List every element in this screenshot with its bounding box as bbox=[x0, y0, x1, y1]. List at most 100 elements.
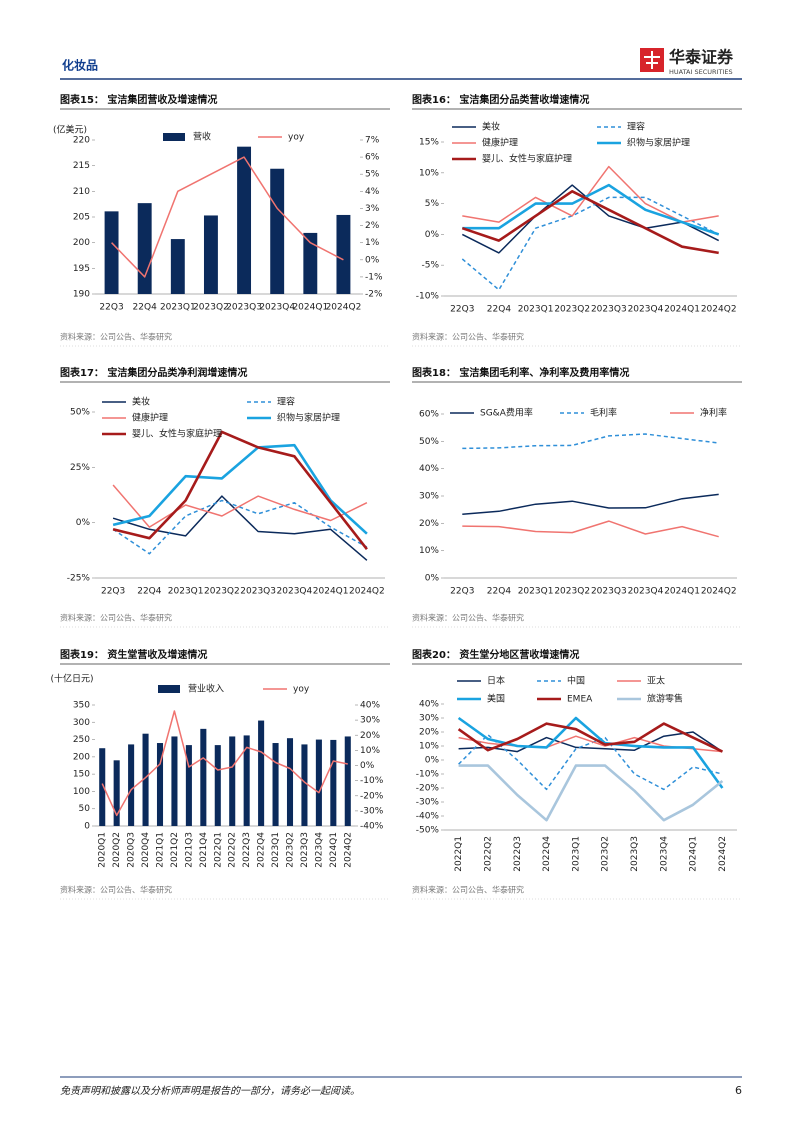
x-tick-label: 2020Q2 bbox=[112, 832, 122, 868]
x-tick-label: 2022Q4 bbox=[257, 832, 267, 868]
section-name: 化妆品 bbox=[62, 58, 98, 73]
x-tick-label: 2024Q1 bbox=[664, 305, 700, 315]
series-line bbox=[458, 764, 724, 822]
x-tick-label: 22Q3 bbox=[99, 303, 123, 313]
x-tick-label: 22Q3 bbox=[450, 587, 474, 597]
y-tick-label: 1% bbox=[365, 238, 380, 248]
legend-label: 健康护理 bbox=[132, 412, 168, 424]
x-tick-label: 22Q4 bbox=[133, 303, 158, 313]
x-tick-label: 2022Q3 bbox=[513, 836, 523, 872]
legend-label: 美妆 bbox=[132, 396, 150, 408]
bar bbox=[330, 739, 337, 826]
y-tick-label: 25% bbox=[70, 463, 90, 473]
bar bbox=[128, 744, 135, 826]
logo-name: 华泰证券 bbox=[669, 48, 734, 67]
y-tick-label: -10% bbox=[360, 776, 384, 786]
x-tick-label: 2023Q1 bbox=[518, 587, 554, 597]
x-tick-label: 2023Q1 bbox=[571, 836, 581, 872]
y-tick-label: 50% bbox=[70, 408, 90, 418]
series-line bbox=[112, 484, 368, 528]
series-line bbox=[112, 443, 368, 535]
legend-swatch bbox=[158, 685, 180, 693]
x-tick-label: 2024Q2 bbox=[343, 832, 353, 868]
y-tick-label: 0 bbox=[84, 822, 90, 832]
x-tick-label: 2023Q4 bbox=[628, 305, 664, 315]
series-line bbox=[458, 731, 723, 753]
source-note: 资料来源：公司公告、华泰研究 bbox=[60, 885, 172, 895]
x-tick-label: 2023Q1 bbox=[160, 303, 196, 313]
bar bbox=[336, 214, 351, 294]
bar bbox=[303, 232, 318, 294]
legend-label: 旅游零售 bbox=[647, 693, 683, 705]
legend-label: EMEA bbox=[567, 695, 593, 705]
y-tick-label: 350 bbox=[73, 701, 90, 711]
bar bbox=[113, 760, 120, 826]
y-tick-label: -10% bbox=[416, 292, 440, 302]
x-tick-label: 2024Q2 bbox=[349, 587, 385, 597]
y-tick-label: 20% bbox=[419, 728, 439, 738]
y-tick-label: -10% bbox=[416, 770, 440, 780]
y-tick-label: 15% bbox=[419, 138, 439, 148]
x-tick-label: 2022Q1 bbox=[213, 832, 223, 868]
y-tick-label: 300 bbox=[73, 718, 90, 728]
legend-swatch bbox=[163, 133, 185, 141]
y-tick-label: 195 bbox=[73, 264, 90, 274]
y-tick-label: 30% bbox=[360, 716, 380, 726]
series-line bbox=[112, 499, 368, 555]
legend-label: 营收 bbox=[193, 131, 211, 143]
y-tick-label: -40% bbox=[360, 822, 384, 832]
y-tick-label: -30% bbox=[360, 806, 384, 816]
y-tick-label: 20% bbox=[419, 519, 439, 529]
bar bbox=[243, 735, 250, 826]
y-tick-label: 40% bbox=[419, 464, 439, 474]
y-tick-label: 100 bbox=[73, 787, 90, 797]
x-tick-label: 2023Q2 bbox=[193, 303, 229, 313]
legend-label: 中国 bbox=[567, 675, 585, 687]
x-tick-label: 2023Q3 bbox=[240, 587, 276, 597]
legend-label: yoy bbox=[293, 685, 310, 695]
x-tick-label: 2023Q2 bbox=[554, 587, 590, 597]
x-tick-label: 22Q4 bbox=[137, 587, 162, 597]
source-note: 资料来源：公司公告、华泰研究 bbox=[60, 332, 172, 342]
y-tick-label: 0% bbox=[425, 756, 440, 766]
x-tick-label: 2023Q1 bbox=[271, 832, 281, 868]
x-tick-label: 2023Q3 bbox=[591, 587, 627, 597]
chart-title: 图表17： 宝洁集团分品类净利润增速情况 bbox=[60, 366, 247, 379]
bar bbox=[200, 728, 207, 826]
x-tick-label: 2024Q2 bbox=[701, 305, 737, 315]
y-tick-label: 210 bbox=[73, 187, 90, 197]
legend-label: 美国 bbox=[487, 693, 505, 705]
bar bbox=[99, 748, 106, 826]
bar bbox=[229, 736, 236, 826]
chart-title: 图表15： 宝洁集团营收及增速情况 bbox=[60, 93, 217, 106]
x-tick-label: 2022Q2 bbox=[228, 832, 238, 868]
x-tick-label: 2021Q3 bbox=[184, 832, 194, 868]
y-tick-label: 220 bbox=[73, 136, 90, 146]
page-number: 6 bbox=[735, 1084, 742, 1097]
legend-label: 营业收入 bbox=[188, 683, 224, 695]
bar bbox=[185, 745, 192, 826]
x-tick-label: 2021Q2 bbox=[170, 832, 180, 868]
y-tick-label: 40% bbox=[419, 700, 439, 710]
x-tick-label: 2020Q4 bbox=[141, 832, 151, 868]
x-tick-label: 2023Q4 bbox=[259, 303, 295, 313]
y-tick-label: -20% bbox=[360, 791, 384, 801]
chart-title: 图表16： 宝洁集团分品类营收增速情况 bbox=[412, 93, 589, 106]
bar bbox=[214, 745, 221, 826]
y-tick-label: 10% bbox=[360, 746, 380, 756]
x-tick-label: 2024Q1 bbox=[292, 303, 328, 313]
legend-label: 亚太 bbox=[647, 675, 665, 687]
legend-label: 日本 bbox=[487, 675, 505, 687]
bar bbox=[203, 215, 218, 294]
x-tick-label: 2021Q4 bbox=[199, 832, 209, 868]
y-tick-label: 7% bbox=[365, 136, 380, 146]
x-tick-label: 2022Q2 bbox=[483, 836, 493, 872]
y-tick-label: 0% bbox=[76, 518, 91, 528]
bar bbox=[344, 736, 351, 826]
series-line bbox=[462, 493, 719, 516]
x-tick-label: 2024Q1 bbox=[664, 587, 700, 597]
x-tick-label: 2024Q1 bbox=[329, 832, 339, 868]
bar bbox=[270, 168, 285, 294]
y-tick-label: 0% bbox=[360, 761, 375, 771]
x-tick-label: 2023Q1 bbox=[518, 305, 554, 315]
